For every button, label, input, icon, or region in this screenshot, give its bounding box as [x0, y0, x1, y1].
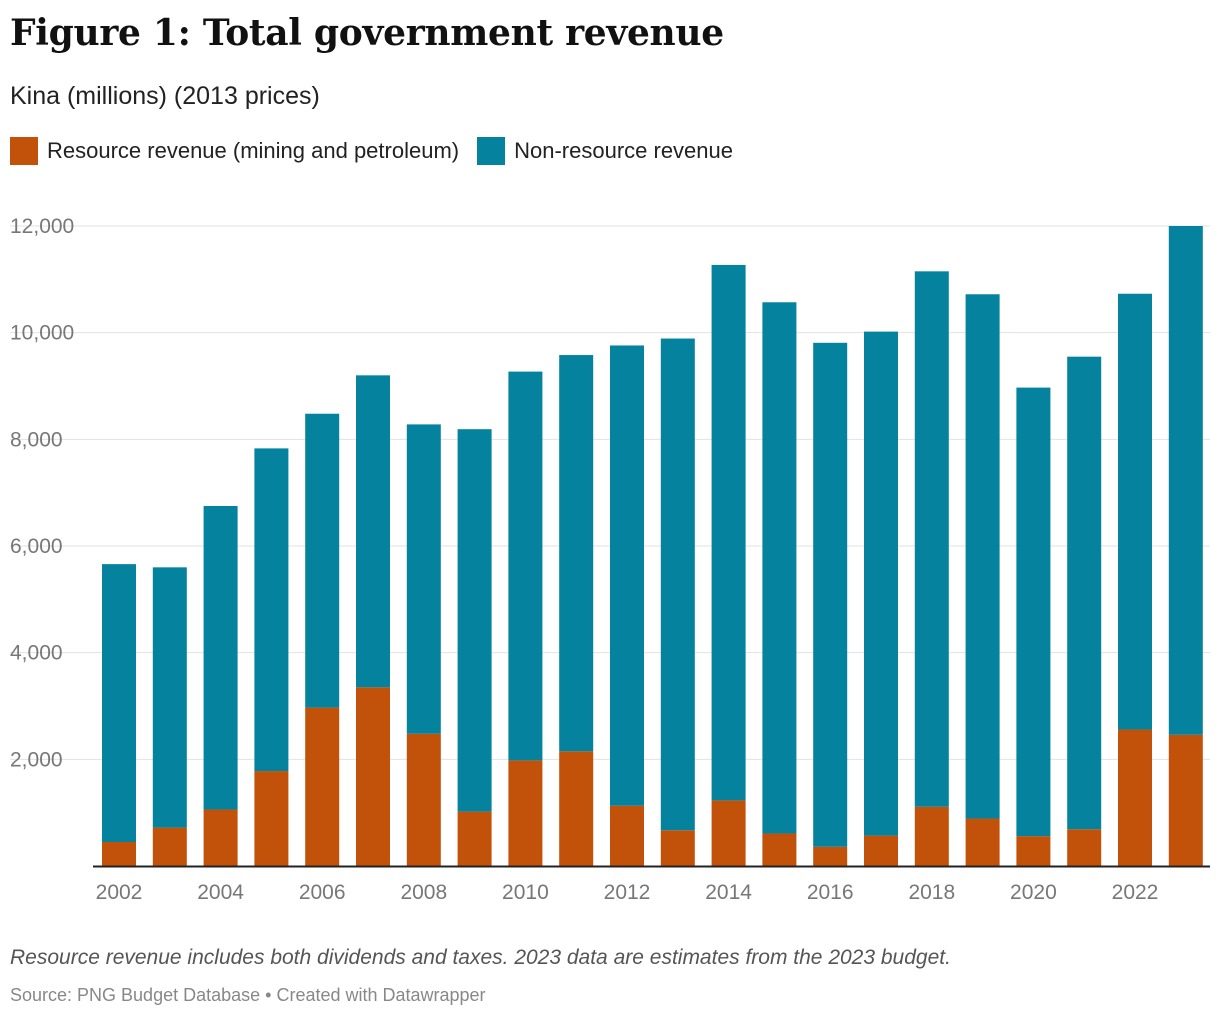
x-tick-label: 2010 — [502, 881, 549, 904]
x-tick-label: 2022 — [1112, 881, 1159, 904]
x-tick-label: 2018 — [908, 881, 955, 904]
chart-source: Source: PNG Budget Database • Created wi… — [10, 985, 486, 1005]
x-tick-label: 2004 — [197, 881, 244, 904]
y-tick-label: 10,000 — [10, 322, 74, 345]
bar-non-resource-2017 — [864, 331, 898, 836]
bar-resource-2003 — [152, 827, 187, 866]
chart-note: Resource revenue includes both dividends… — [10, 946, 951, 969]
bar-resource-2013 — [660, 830, 695, 866]
x-tick-label: 2020 — [1010, 881, 1057, 904]
bar-non-resource-2012 — [610, 345, 644, 806]
bar-resource-2014 — [711, 800, 746, 866]
bar-resource-2016 — [813, 846, 848, 866]
bar-non-resource-2021 — [1067, 356, 1102, 830]
bar-non-resource-2003 — [152, 567, 187, 828]
bar-non-resource-2011 — [559, 355, 594, 752]
bar-non-resource-2022 — [1118, 293, 1152, 730]
bar-resource-2015 — [762, 833, 797, 866]
bar-resource-2011 — [559, 751, 594, 866]
bar-non-resource-2014 — [711, 264, 746, 801]
bar-non-resource-2018 — [914, 271, 949, 807]
bar-non-resource-2023 — [1168, 226, 1203, 735]
bar-non-resource-2009 — [457, 429, 492, 812]
bar-non-resource-2013 — [660, 338, 695, 831]
bar-non-resource-2005 — [254, 448, 289, 772]
bar-non-resource-2008 — [406, 424, 441, 734]
stacked-bar-chart: 2,000 4,000 6,000 8,000 10,000 12,000 2002 2004… — [10, 215, 1210, 904]
chart-title: Figure 1: Total government revenue — [10, 12, 724, 54]
y-tick-label: 6,000 — [10, 535, 63, 558]
bar-non-resource-2016 — [813, 342, 848, 847]
y-tick-label: 12,000 — [10, 215, 74, 238]
bar-resource-2021 — [1067, 829, 1102, 866]
bar-non-resource-2015 — [762, 302, 797, 834]
legend: Resource revenue (mining and petroleum) … — [10, 137, 751, 165]
y-tick-label: 4,000 — [10, 642, 63, 665]
x-tick-label: 2002 — [96, 881, 143, 904]
bar-resource-2007 — [356, 687, 390, 866]
x-tick-label: 2008 — [400, 881, 447, 904]
bar-resource-2010 — [508, 760, 543, 866]
bar-non-resource-2006 — [305, 413, 340, 708]
bar-resource-2019 — [965, 818, 1000, 866]
legend-label-resource: Resource revenue (mining and petroleum) — [47, 138, 460, 163]
bar-resource-2009 — [457, 811, 492, 866]
bar-non-resource-2002 — [102, 564, 136, 842]
bar-resource-2005 — [254, 771, 289, 866]
legend-swatch-non-resource — [477, 137, 506, 165]
x-tick-label: 2014 — [705, 881, 752, 904]
bar-resource-2004 — [203, 809, 238, 866]
x-tick-label: 2012 — [604, 881, 651, 904]
bar-resource-2018 — [914, 806, 949, 866]
legend-label-non-resource: Non-resource revenue — [514, 138, 734, 163]
bar-non-resource-2007 — [356, 375, 390, 688]
legend-item-resource: Resource revenue (mining and petroleum) — [10, 137, 459, 165]
bar-resource-2006 — [305, 707, 340, 866]
bar-non-resource-2004 — [203, 506, 238, 810]
bar-non-resource-2020 — [1016, 387, 1051, 837]
bar-resource-2022 — [1118, 729, 1152, 866]
bar-resource-2023 — [1168, 734, 1203, 866]
chart-subtitle: Kina (millions) (2013 prices) — [10, 82, 320, 110]
legend-item-non-resource: Non-resource revenue — [477, 137, 733, 165]
y-tick-label: 2,000 — [10, 748, 63, 771]
x-tick-label: 2016 — [807, 881, 854, 904]
bar-resource-2008 — [406, 733, 441, 866]
y-tick-label: 8,000 — [10, 428, 63, 451]
bar-resource-2020 — [1016, 836, 1051, 866]
bar-non-resource-2019 — [965, 294, 1000, 819]
bar-resource-2017 — [864, 835, 898, 866]
bar-non-resource-2010 — [508, 371, 543, 761]
bar-resource-2002 — [102, 842, 136, 866]
x-tick-label: 2006 — [299, 881, 346, 904]
legend-swatch-resource — [10, 137, 38, 165]
bar-resource-2012 — [610, 805, 644, 866]
